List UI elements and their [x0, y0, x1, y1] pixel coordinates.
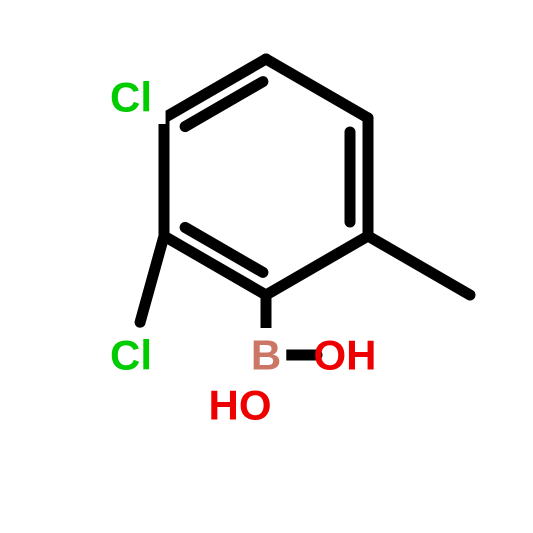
atom-B-label: B	[251, 332, 281, 379]
atom-Cl2-label: Cl	[110, 332, 152, 379]
atom-OH2-label: HO	[209, 382, 272, 429]
bond-C4-C5	[266, 59, 368, 118]
atom-OH1-label: OH	[314, 332, 377, 379]
bond-C6-C1	[266, 236, 368, 295]
bond-C2-Cl2	[140, 236, 164, 322]
atom-Cl1-label: Cl	[110, 74, 152, 121]
bond-C6-CH3	[368, 236, 470, 295]
molecule-diagram: Cl Cl B OH HO	[0, 0, 533, 533]
